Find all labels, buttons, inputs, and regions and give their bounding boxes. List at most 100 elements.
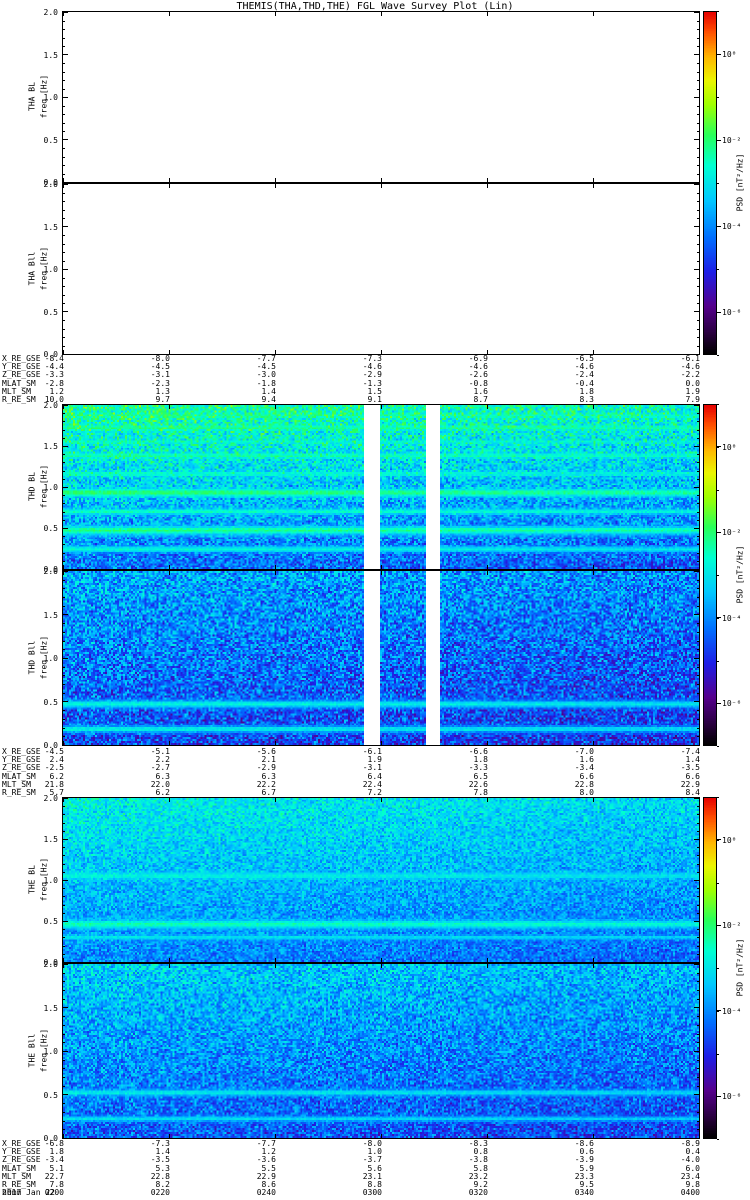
y-tick-major-right: [694, 701, 700, 702]
x-tick-major: [698, 963, 700, 968]
y-tick-label: 1.5: [43, 442, 58, 451]
annotation-block-the-annot: X_RE_GSE -6.8 -7.3 -7.7 -8.0 -8.3 -8.6 -8.9 Y_RE…: [2, 1139, 750, 1198]
y-tick-label: 0.0: [43, 178, 58, 187]
annotation-value: 9.4: [261, 394, 276, 404]
y-tick-minor-right: [697, 20, 700, 22]
y-tick-minor: [62, 692, 65, 694]
annotation-row: R_RE_SM 5.7 6.2 6.7 7.2 7.8 8.0 8.4: [2, 787, 750, 797]
colorbar-tick-minor: [717, 575, 719, 576]
y-tick-major-right: [694, 1094, 700, 1095]
annotation-value: 22.2: [256, 779, 276, 789]
y-tick-label: 2.0: [43, 180, 58, 189]
y-tick-minor-right: [697, 454, 700, 456]
y-tick-minor-right: [697, 148, 700, 149]
colorbar-tick-label: 10⁻⁶: [722, 308, 742, 317]
y-tick-minor-right: [697, 847, 700, 849]
x-tick-major: [62, 11, 64, 16]
annotation-value: 7.2: [367, 787, 382, 797]
panel-label-tha-bll: THA Bll: [27, 251, 37, 286]
y-tick-minor: [62, 666, 65, 668]
y-tick-minor: [62, 454, 65, 456]
annotation-row: Y_RE_GSE 2.4 2.2 2.1 1.9 1.8 1.6 1.4: [2, 755, 750, 765]
colorbar-tick: [717, 531, 721, 533]
annotation-value: 0300: [362, 1188, 382, 1198]
annotation-value: 2.2: [155, 755, 170, 765]
y-tick-minor: [62, 684, 65, 686]
x-tick-major: [62, 797, 64, 802]
y-tick-major-right: [694, 744, 700, 746]
y-tick-minor-right: [697, 511, 700, 513]
annotation-value: -7.0: [574, 747, 594, 756]
annotation-row: MLAT_SM 5.1 5.3 5.5 5.6 5.8 5.9 6.0: [2, 1163, 750, 1173]
y-tick-minor-right: [697, 631, 700, 633]
y-tick-minor: [62, 1120, 65, 1122]
x-tick-major: [592, 958, 594, 963]
y-tick-minor: [62, 888, 65, 890]
colorbar-gradient-0: [704, 12, 716, 354]
y-tick-minor-right: [697, 855, 700, 857]
annotation-value: 22.7: [44, 1171, 64, 1181]
colorbar-tick-minor: [717, 446, 719, 448]
annotation-value: -4.0: [680, 1155, 700, 1165]
y-tick-major-right: [694, 527, 700, 529]
annotation-value: 5.1: [49, 1163, 64, 1173]
x-tick-major: [592, 1134, 594, 1139]
x-tick-major: [274, 350, 276, 355]
annotation-value: 22.9: [680, 779, 700, 789]
y-tick-minor: [62, 649, 65, 651]
y-tick-label: 1.5: [43, 1003, 58, 1013]
y-tick-major-right: [694, 96, 700, 98]
y-tick-minor: [62, 303, 65, 304]
colorbar-tick-minor: [717, 532, 719, 534]
x-tick-major: [168, 963, 170, 968]
y-tick-label: 0.5: [43, 135, 58, 145]
y-tick-minor: [62, 173, 65, 175]
y-tick-minor: [62, 896, 65, 898]
y-tick-minor: [62, 320, 65, 321]
annotation-value: -8.0: [150, 354, 170, 363]
y-tick-minor-right: [697, 710, 700, 712]
annotation-value: 8.6: [261, 1179, 276, 1189]
y-tick-minor-right: [697, 814, 700, 816]
y-tick-minor-right: [697, 260, 700, 262]
y-tick-minor: [62, 337, 65, 338]
y-tick-minor: [62, 1103, 65, 1105]
y-tick-label: 1.0: [43, 1047, 58, 1056]
panel-label-thd-bll: THD Bll: [27, 640, 37, 675]
y-tick-major-right: [694, 183, 700, 185]
colorbar-tick: [717, 446, 721, 448]
y-tick-minor-right: [697, 218, 700, 219]
colorbar-tick-minor: [717, 1053, 719, 1055]
panel-label-the-bl: THE BL: [27, 865, 37, 894]
annotation-value: -5.6: [256, 747, 276, 756]
annotation-value: -7.7: [256, 1139, 276, 1148]
annotation-value: 1.8: [473, 755, 488, 765]
y-tick-minor: [62, 294, 65, 296]
spectrogram-canvas-the-bl: [63, 798, 699, 962]
annotation-value: 22.0: [150, 779, 170, 789]
y-tick-label: 0.5: [43, 697, 58, 707]
annotation-value: -8.3: [468, 1139, 488, 1148]
annotation-row-key: Z_RE_GSE: [2, 370, 41, 380]
x-tick-major: [592, 565, 594, 570]
y-tick-label: 1.0: [43, 93, 58, 102]
y-tick-minor: [62, 503, 65, 505]
page-title: THEMIS(THA,THD,THE) FGL Wave Survey Plot…: [236, 1, 514, 12]
x-tick-major: [380, 570, 382, 575]
y-tick-minor: [62, 814, 65, 816]
y-tick-minor-right: [697, 863, 700, 865]
annotation-value: 6.6: [579, 771, 594, 781]
y-tick-minor-right: [697, 462, 700, 464]
y-axis-title-the-bl: freq [Hz]: [39, 857, 49, 902]
y-tick-minor-right: [697, 579, 700, 581]
x-tick-major: [274, 11, 276, 16]
x-tick-major: [592, 570, 594, 575]
y-tick-label: 0.0: [43, 565, 58, 574]
y-tick-minor-right: [697, 904, 700, 906]
y-tick-minor-right: [697, 46, 700, 47]
annotation-value: -3.8: [468, 1155, 488, 1165]
y-tick-major-right: [694, 139, 700, 140]
y-tick-minor-right: [697, 29, 700, 30]
annotation-value: 21.8: [44, 779, 64, 789]
y-tick-minor-right: [697, 1120, 700, 1122]
